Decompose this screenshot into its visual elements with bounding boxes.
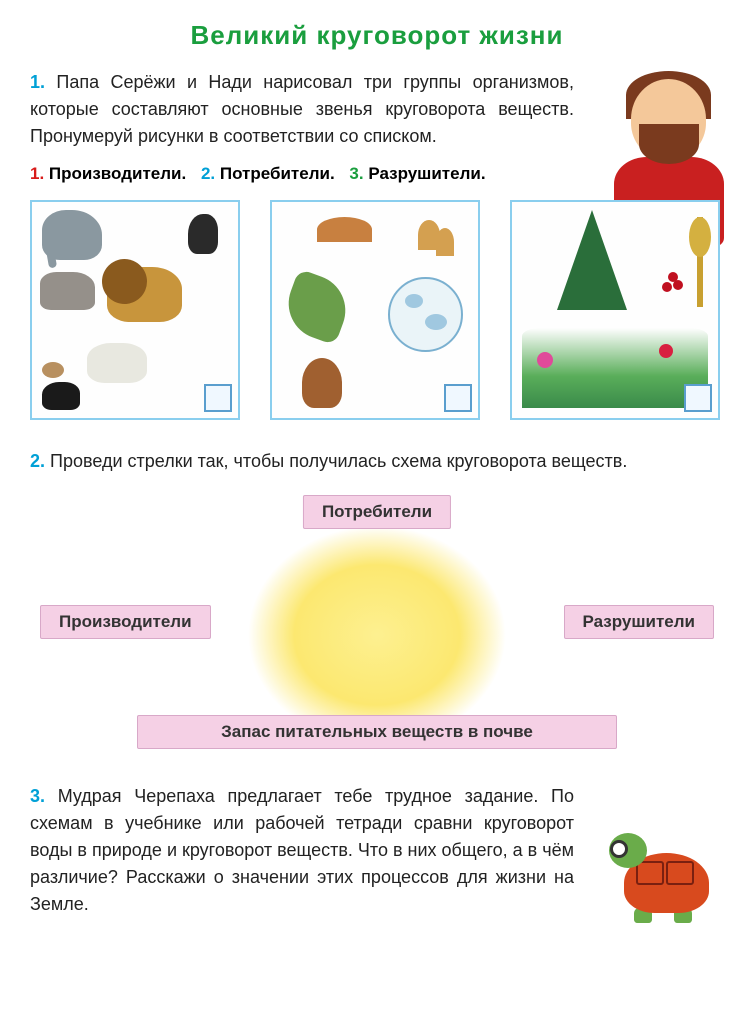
- card-animals: [30, 200, 240, 420]
- cycle-diagram[interactable]: Потребители Производители Разрушители За…: [30, 485, 724, 765]
- sun-background: [247, 525, 507, 745]
- leaf-icon: [279, 269, 356, 346]
- task-1: 1. Папа Серёжи и Нади нарисовал три груп…: [30, 69, 724, 150]
- card-2-input-box[interactable]: [444, 384, 472, 412]
- task-1-body: Папа Серёжи и Нади нарисовал три группы …: [30, 72, 574, 146]
- task-3-number: 3.: [30, 786, 45, 806]
- flower-icon: [537, 352, 553, 368]
- card-1-input-box[interactable]: [204, 384, 232, 412]
- legend-item-3: 3. Разрушители.: [349, 164, 485, 183]
- microorganisms-icon: [388, 277, 463, 352]
- task-2-text: 2. Проведи стрелки так, чтобы получилась…: [30, 448, 724, 475]
- bracket-fungus-icon: [317, 217, 372, 242]
- task-3: 3. Мудрая Черепаха предлагает тебе трудн…: [30, 783, 724, 918]
- berries-icon: [668, 272, 678, 282]
- lion-icon: [107, 267, 182, 322]
- wheat-icon: [697, 217, 703, 307]
- wolf-icon: [40, 272, 95, 310]
- pine-tree-icon: [557, 210, 627, 310]
- grass-icon: [522, 328, 708, 408]
- diagram-label-soil-nutrients: Запас питательных веществ в почве: [137, 715, 617, 749]
- diagram-label-producers: Производители: [40, 605, 211, 639]
- mouse-icon: [42, 362, 64, 378]
- elephant-icon: [42, 210, 102, 260]
- task-2-body: Проведи стрелки так, чтобы получилась сх…: [50, 451, 627, 471]
- mushrooms-icon: [418, 220, 458, 270]
- woodpecker-icon: [188, 214, 218, 254]
- diagram-label-consumers: Потребители: [303, 495, 451, 529]
- card-3-input-box[interactable]: [684, 384, 712, 412]
- flower2-icon: [659, 344, 673, 358]
- diagram-label-decomposers: Разрушители: [564, 605, 715, 639]
- task-3-body: Мудрая Черепаха предлагает тебе трудное …: [30, 786, 574, 914]
- task-2-number: 2.: [30, 451, 45, 471]
- task-1-number: 1.: [30, 72, 45, 92]
- crow-icon: [42, 382, 80, 410]
- morel-icon: [302, 358, 342, 408]
- card-fungi: [270, 200, 480, 420]
- card-row: [30, 200, 724, 420]
- card-plants: [510, 200, 720, 420]
- wise-turtle-illustration: [604, 818, 734, 923]
- page-title: Великий круговорот жизни: [30, 20, 724, 51]
- legend-item-2: 2. Потребители.: [201, 164, 335, 183]
- legend-item-1: 1. Производители.: [30, 164, 186, 183]
- sheep-icon: [87, 343, 147, 383]
